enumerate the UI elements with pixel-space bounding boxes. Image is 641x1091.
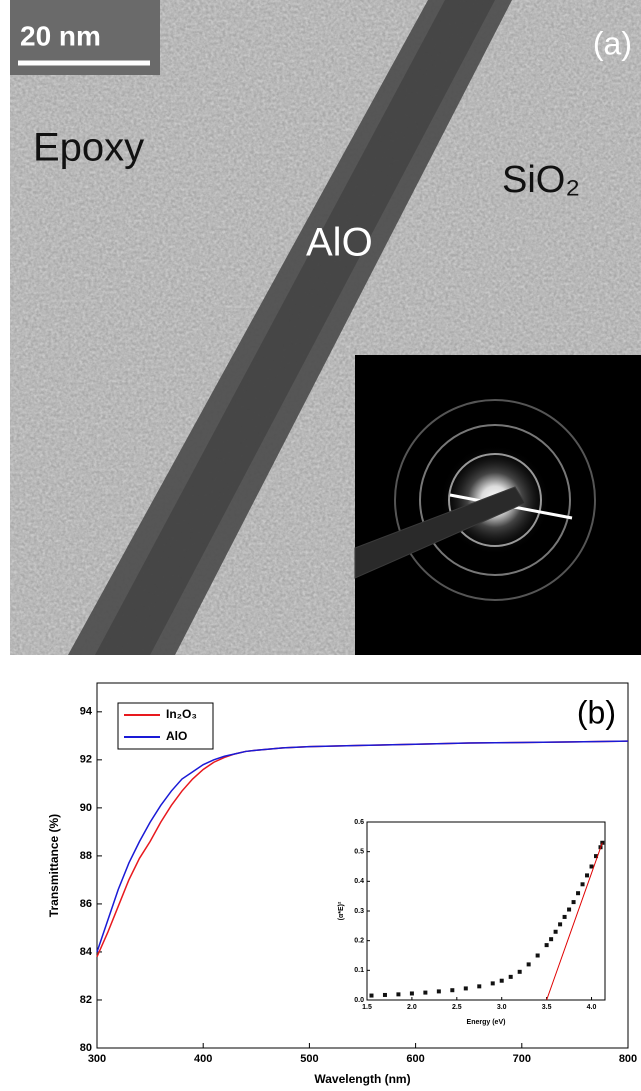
diffraction-inset xyxy=(355,355,641,655)
y-tick-label: 0.4 xyxy=(354,878,364,885)
y-tick-label: 84 xyxy=(80,946,93,958)
region-label: AlO xyxy=(306,221,373,265)
y-tick-label: 0.0 xyxy=(354,997,364,1004)
point xyxy=(549,937,553,941)
panel-label: (b) xyxy=(577,694,616,730)
point xyxy=(437,989,441,993)
point xyxy=(563,915,567,919)
y-tick-label: 90 xyxy=(80,802,92,814)
y-tick-label: 92 xyxy=(80,754,92,766)
point xyxy=(554,930,558,934)
x-axis-title: Wavelength (nm) xyxy=(314,1072,410,1086)
page: 20 nm (a) Epoxy SiO₂ AlO 300 400 500 600 700… xyxy=(0,0,641,1091)
y-tick-label: 94 xyxy=(80,706,93,718)
legend-label: AlO xyxy=(166,729,187,743)
region-label: Epoxy xyxy=(33,126,144,170)
point xyxy=(500,979,504,983)
x-tick-label: 300 xyxy=(88,1053,106,1065)
x-tick-label: 1.5 xyxy=(362,1004,372,1011)
y-tick-label: 82 xyxy=(80,994,92,1006)
point xyxy=(545,943,549,947)
point xyxy=(576,891,580,895)
x-tick-label: 3.0 xyxy=(497,1004,507,1011)
point xyxy=(410,991,414,995)
point xyxy=(581,882,585,886)
y-tick-label: 80 xyxy=(80,1042,92,1054)
y-tick-label: 86 xyxy=(80,898,92,910)
y-axis-title: Transmittance (%) xyxy=(47,814,61,917)
tem-image: 20 nm (a) Epoxy SiO₂ AlO xyxy=(10,0,641,655)
point xyxy=(477,984,481,988)
panel-label: (a) xyxy=(593,25,632,61)
point xyxy=(572,900,576,904)
point xyxy=(509,975,513,979)
point xyxy=(567,908,571,912)
y-tick-label: 0.6 xyxy=(354,819,364,826)
point xyxy=(464,986,468,990)
y-axis-title: (α*E)² xyxy=(338,901,345,920)
y-tick-label: 88 xyxy=(80,850,92,862)
y-tick-label: 0.3 xyxy=(354,908,364,915)
x-tick-label: 4.0 xyxy=(587,1004,597,1011)
x-axis-title: Energy (eV) xyxy=(467,1019,506,1026)
y-tick-label: 0.2 xyxy=(354,938,364,945)
legend-label: In₂O₃ xyxy=(166,707,197,721)
x-tick-label: 3.5 xyxy=(542,1004,552,1011)
point xyxy=(369,994,373,998)
point xyxy=(558,922,562,926)
point xyxy=(423,991,427,995)
point xyxy=(585,873,589,877)
region-label: SiO₂ xyxy=(502,159,580,201)
scale-bar-label: 20 nm xyxy=(20,20,101,51)
point xyxy=(450,988,454,992)
x-tick-label: 2.5 xyxy=(452,1004,462,1011)
x-tick-label: 500 xyxy=(300,1053,318,1065)
y-tick-label: 0.1 xyxy=(354,967,364,974)
x-tick-label: 700 xyxy=(513,1053,531,1065)
x-tick-label: 400 xyxy=(194,1053,212,1065)
x-tick-label: 600 xyxy=(406,1053,424,1065)
y-tick-label: 0.5 xyxy=(354,849,364,856)
point xyxy=(536,954,540,958)
point xyxy=(527,962,531,966)
x-tick-label: 2.0 xyxy=(407,1004,417,1011)
x-tick-label: 800 xyxy=(619,1053,637,1065)
point xyxy=(383,993,387,997)
point xyxy=(491,981,495,985)
point xyxy=(518,970,522,974)
figure: 20 nm (a) Epoxy SiO₂ AlO 300 400 500 600 700… xyxy=(0,0,641,1091)
point xyxy=(396,992,400,996)
